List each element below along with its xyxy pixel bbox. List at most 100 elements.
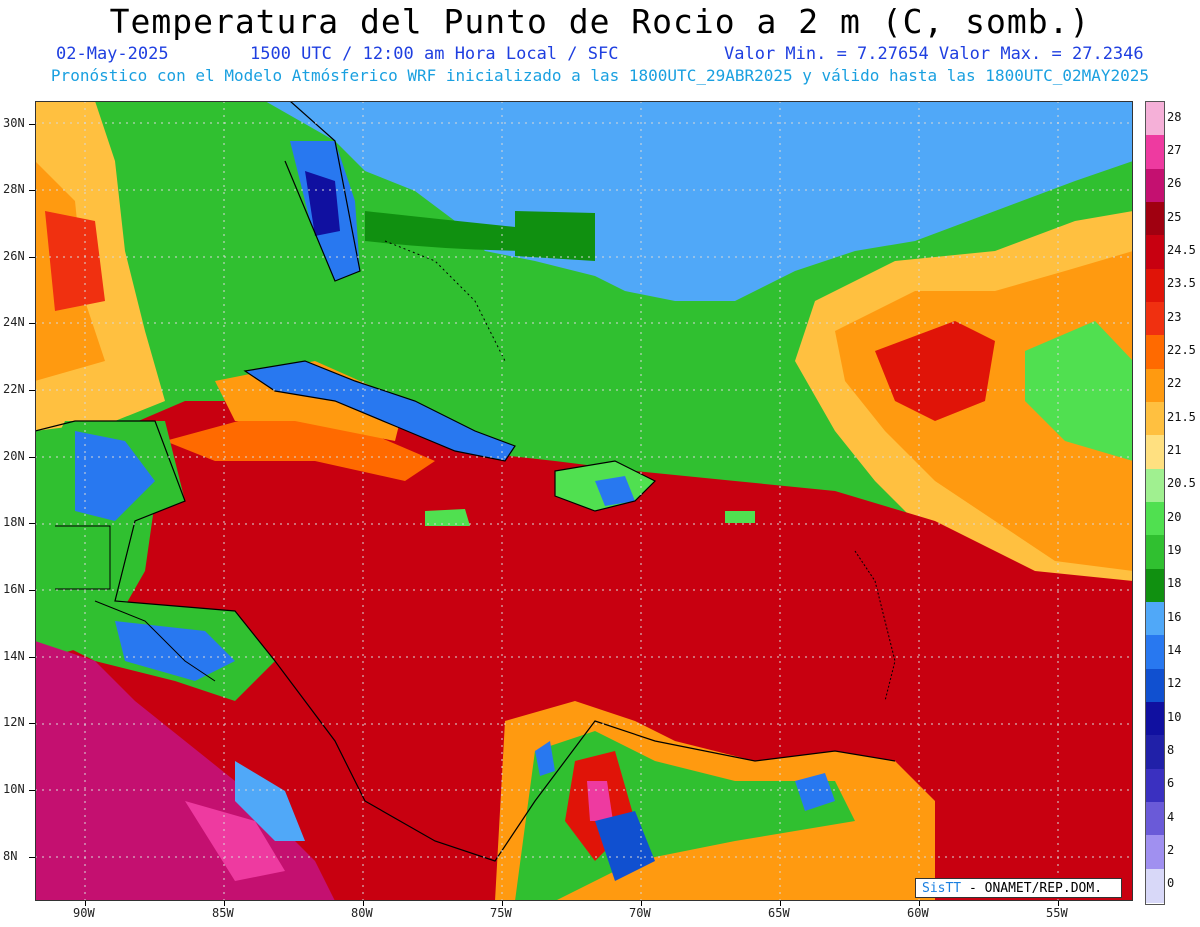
lon-label: 80W bbox=[351, 906, 373, 920]
lon-tick bbox=[502, 901, 503, 906]
colorbar-swatch bbox=[1146, 602, 1164, 636]
credit-box: SisTT - ONAMET/REP.DOM. bbox=[915, 878, 1122, 898]
colorbar-label: 2 bbox=[1167, 843, 1175, 857]
lon-tick bbox=[363, 901, 364, 906]
lat-label: 10N bbox=[3, 782, 25, 796]
colorbar-swatch bbox=[1146, 135, 1164, 170]
colorbar-label: 0 bbox=[1167, 876, 1175, 891]
lon-label: 55W bbox=[1046, 906, 1068, 920]
lat-tick bbox=[29, 390, 35, 391]
colorbar-swatch bbox=[1146, 235, 1164, 270]
colorbar-label: 21 bbox=[1167, 443, 1182, 457]
colorbar-label: 6 bbox=[1167, 776, 1175, 791]
colorbar-label: 19 bbox=[1167, 543, 1182, 557]
lon-tick bbox=[780, 901, 781, 906]
colorbar-swatch bbox=[1146, 402, 1164, 436]
lon-label: 65W bbox=[768, 906, 790, 920]
colorbar-label: 26 bbox=[1167, 176, 1182, 191]
colorbar-swatch bbox=[1146, 468, 1164, 503]
colorbar-swatch bbox=[1146, 435, 1164, 470]
colorbar-swatch bbox=[1146, 368, 1164, 403]
colorbar-swatch bbox=[1146, 168, 1164, 203]
map-title: Temperatura del Punto de Rocio a 2 m (C,… bbox=[109, 2, 1091, 41]
colorbar-swatch bbox=[1146, 868, 1164, 903]
lat-label: 20N bbox=[3, 449, 25, 463]
colorbar-swatch bbox=[1146, 768, 1164, 803]
colorbar-swatch bbox=[1146, 268, 1164, 303]
colorbar-label: 4 bbox=[1167, 809, 1175, 824]
colorbar-label: 14 bbox=[1167, 643, 1182, 657]
colorbar-label: 23.5 bbox=[1167, 276, 1196, 291]
colorbar-swatch bbox=[1146, 802, 1164, 836]
lat-tick bbox=[29, 257, 35, 258]
lon-tick bbox=[919, 901, 920, 906]
lat-tick bbox=[29, 723, 35, 724]
lon-tick bbox=[1058, 901, 1059, 906]
colorbar-swatch bbox=[1146, 202, 1164, 236]
value-range: Valor Min. = 7.27654 Valor Max. = 27.234… bbox=[724, 44, 1144, 64]
lat-label: 28N bbox=[3, 182, 25, 196]
colorbar-label: 20.5 bbox=[1167, 476, 1196, 491]
lat-tick bbox=[29, 657, 35, 658]
graticule bbox=[35, 101, 1133, 901]
lat-tick bbox=[29, 124, 35, 125]
lon-label: 75W bbox=[490, 906, 512, 920]
lat-label: 30N bbox=[3, 116, 25, 130]
colorbar-swatch bbox=[1146, 835, 1164, 870]
lat-tick bbox=[29, 523, 35, 524]
lat-tick bbox=[29, 857, 35, 858]
lat-tick bbox=[29, 790, 35, 791]
brand-logo: SisTT bbox=[922, 881, 962, 896]
lat-label: 8N bbox=[3, 849, 18, 863]
lat-label: 24N bbox=[3, 315, 25, 329]
colorbar-label: 23 bbox=[1167, 309, 1182, 324]
lon-tick bbox=[641, 901, 642, 906]
dark-green-band bbox=[365, 211, 555, 251]
forecast-date: 02-May-2025 bbox=[56, 44, 169, 64]
lon-label: 90W bbox=[73, 906, 95, 920]
lat-label: 26N bbox=[3, 249, 25, 263]
lat-tick bbox=[29, 457, 35, 458]
lat-tick bbox=[29, 590, 35, 591]
colorbar-label: 8 bbox=[1167, 743, 1175, 757]
colorbar-swatch bbox=[1146, 335, 1164, 370]
colorbar-swatch bbox=[1146, 502, 1164, 536]
colorbar-swatch bbox=[1146, 535, 1164, 570]
colorbar-label: 25 bbox=[1167, 209, 1182, 224]
colorbar-swatch bbox=[1146, 735, 1164, 770]
lat-label: 14N bbox=[3, 649, 25, 663]
colorbar-label: 16 bbox=[1167, 609, 1182, 624]
lon-label: 85W bbox=[212, 906, 234, 920]
colorbar-label: 21.5 bbox=[1167, 409, 1196, 424]
lat-label: 22N bbox=[3, 382, 25, 396]
atlantic-red-blob bbox=[875, 321, 995, 421]
colorbar-label: 24.5 bbox=[1167, 243, 1196, 257]
colorbar-label: 10 bbox=[1167, 709, 1182, 724]
colorbar-swatch bbox=[1146, 302, 1164, 336]
colorbar-swatch bbox=[1146, 668, 1164, 703]
model-info: Pronóstico con el Modelo Atmósferico WRF… bbox=[50, 66, 1150, 85]
colorbar-swatch bbox=[1146, 568, 1164, 603]
yucatan-blue bbox=[75, 431, 155, 521]
blue-zone-north bbox=[265, 101, 1133, 301]
cuba-blue bbox=[245, 361, 515, 461]
lat-label: 18N bbox=[3, 515, 25, 529]
dewpoint-map bbox=[35, 101, 1133, 901]
lat-tick bbox=[29, 323, 35, 324]
colorbar bbox=[1145, 101, 1165, 905]
lon-tick bbox=[224, 901, 225, 906]
colorbar-swatch bbox=[1146, 635, 1164, 670]
colorbar-label: 18 bbox=[1167, 576, 1182, 591]
colorbar-swatch bbox=[1146, 102, 1164, 136]
colorbar-label: 12 bbox=[1167, 676, 1182, 691]
lon-label: 70W bbox=[629, 906, 651, 920]
lon-tick bbox=[85, 901, 86, 906]
colorbar-swatch bbox=[1146, 702, 1164, 736]
lon-label: 60W bbox=[907, 906, 929, 920]
colorbar-label: 20 bbox=[1167, 509, 1182, 524]
colorbar-label: 28 bbox=[1167, 109, 1182, 124]
colorbar-label: 22.5 bbox=[1167, 343, 1196, 357]
credit-text: - ONAMET/REP.DOM. bbox=[961, 881, 1103, 896]
lat-label: 12N bbox=[3, 715, 25, 729]
colorbar-label: 27 bbox=[1167, 143, 1182, 157]
